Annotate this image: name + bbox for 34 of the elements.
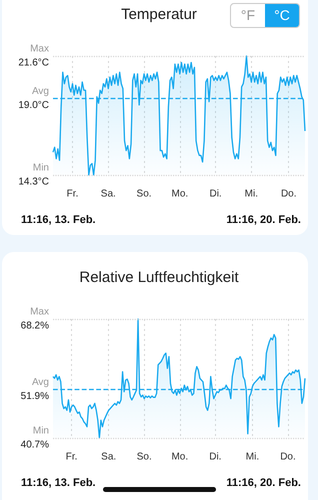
x-tick-label: Mo. [171,188,188,200]
ref-line-label: Avg [32,377,49,388]
ref-line-label: Min [32,426,49,436]
x-tick-label: So. [136,188,152,200]
text: °C [265,4,299,27]
text: °F [240,6,256,25]
y-tick-label: 14.3°C [18,176,49,188]
chart-title: Temperatur [121,6,197,23]
ref-line-label: Max [30,44,49,54]
x-tick-label: Sa. [100,188,116,200]
x-tick-label: So. [136,452,152,462]
x-tick-label: Fr. [66,452,78,462]
chart-title: Relative Luftfeuchtigkeit [78,269,240,286]
x-tick-label: Di. [209,452,222,462]
y-tick-label: 19.0°C [18,100,49,111]
x-tick-label: Di. [209,188,222,200]
text: 11:16, 20. Feb. [226,214,301,226]
ref-line-label: Min [32,162,49,174]
x-tick-label: Fr. [66,188,78,200]
x-tick-label: Mo. [171,452,188,462]
x-tick-label: Do. [280,188,297,200]
y-tick-label: 68.2% [20,320,50,332]
x-tick-label: Mi. [244,188,258,200]
text: 11:16, 13. Feb. [21,477,96,489]
x-tick-label: Mi. [246,452,260,462]
x-tick-label: Do. [280,452,296,462]
x-tick-label: Sa. [101,452,116,462]
y-tick-label: 21.6°C [18,58,49,68]
y-tick-label: 40.7% [20,440,50,450]
y-tick-label: 51.9% [20,391,50,402]
text: 11:16, 13. Feb. [21,214,96,226]
ref-line-label: Avg [32,86,49,97]
text: 11:16, 20. Feb. [226,477,301,489]
ref-line-label: Max [30,306,49,318]
